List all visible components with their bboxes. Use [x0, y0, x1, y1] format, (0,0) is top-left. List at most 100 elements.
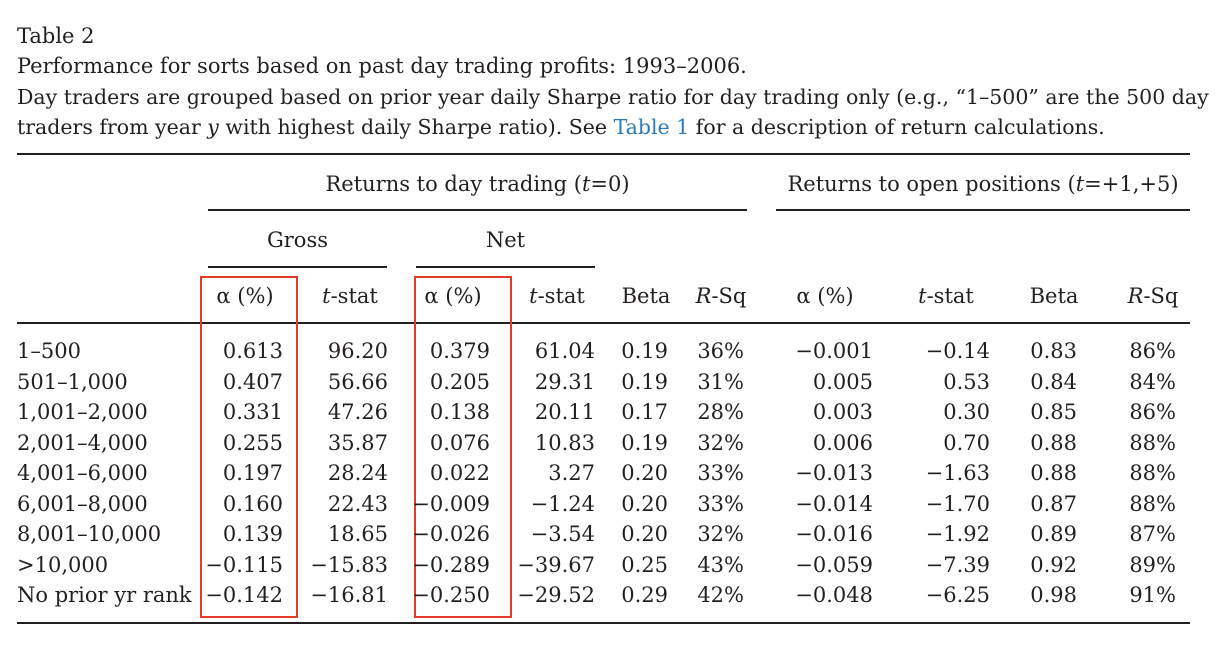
- table-cell: 0.88: [1030, 461, 1077, 485]
- table-cell: −0.059: [795, 552, 873, 577]
- table-cell: 33%: [697, 491, 744, 516]
- table-cell: 0.197: [222, 461, 283, 485]
- column-header: t-stat: [322, 284, 378, 308]
- desc-var: y: [207, 115, 219, 139]
- table-cell: −0.289: [412, 552, 490, 577]
- table-cell: 0.29: [621, 583, 668, 607]
- column-header: R-Sq: [1127, 284, 1179, 308]
- group-header-day-trading: Returns to day trading (t=0): [208, 171, 747, 197]
- top-rule: [17, 153, 1190, 155]
- column-header: α (%): [796, 284, 854, 308]
- table-cell: 0.20: [621, 461, 668, 485]
- table-cell: 29.31: [534, 369, 595, 394]
- table-cell: −1.24: [530, 491, 595, 516]
- table-cell: −7.39: [925, 552, 990, 577]
- table-cell: 0.89: [1030, 522, 1077, 546]
- row-label: >10,000: [17, 552, 109, 577]
- table-cell: 86%: [1129, 339, 1176, 363]
- table-cell: −16.81: [310, 583, 388, 607]
- row-label: 1,001–2,000: [17, 400, 148, 424]
- column-header: t-stat: [918, 284, 974, 308]
- table-cell: 32%: [697, 522, 744, 546]
- table-cell: 0.83: [1030, 339, 1077, 363]
- table-cell: 10.83: [534, 430, 595, 455]
- table-cell: 0.003: [812, 400, 873, 424]
- table-cell: 86%: [1129, 400, 1176, 424]
- table-cell: 0.98: [1030, 583, 1077, 607]
- table-cell: −1.92: [925, 522, 990, 546]
- table-cell: 0.006: [812, 430, 873, 455]
- table-cell: 0.205: [429, 369, 490, 394]
- table-cell: −1.63: [925, 461, 990, 485]
- table-cell: 0.160: [222, 491, 283, 516]
- table-cell: 20.11: [534, 400, 595, 424]
- column-header: R-Sq: [695, 284, 747, 308]
- table-cell: 0.022: [429, 461, 490, 485]
- table-cell: −0.14: [925, 339, 990, 363]
- table-cell: 47.26: [327, 400, 388, 424]
- table-cell: 0.88: [1030, 430, 1077, 455]
- table-cell: 31%: [697, 369, 744, 394]
- table-cell: −0.026: [412, 522, 490, 546]
- table-cell: 0.20: [621, 522, 668, 546]
- table-cell: 91%: [1129, 583, 1176, 607]
- subheader-net: Net: [485, 228, 526, 252]
- table-cell: 56.66: [327, 369, 388, 394]
- table-cell: 0.138: [429, 400, 490, 424]
- table-cell: 28%: [697, 400, 744, 424]
- row-label: 2,001–4,000: [17, 430, 148, 455]
- desc-text: traders from year: [17, 115, 208, 139]
- desc-text: for a description of return calculations…: [689, 115, 1105, 139]
- column-header: Beta: [621, 284, 671, 308]
- table-cell: 43%: [697, 552, 744, 577]
- table-cell: 87%: [1129, 522, 1176, 546]
- table-cell: 42%: [697, 583, 744, 607]
- table-cell: 0.076: [429, 430, 490, 455]
- table-description-line2: traders from year y with highest daily S…: [17, 114, 1105, 140]
- subheader-gross: Gross: [266, 228, 328, 252]
- table-cell: 0.70: [943, 430, 990, 455]
- table-cell: 88%: [1129, 461, 1176, 485]
- column-header: α (%): [424, 284, 482, 308]
- row-label: 4,001–6,000: [17, 461, 148, 485]
- table-cell: 0.30: [943, 400, 990, 424]
- table-cell: 84%: [1129, 369, 1176, 394]
- row-label: No prior yr rank: [17, 583, 192, 607]
- table-cell: 0.92: [1030, 552, 1077, 577]
- row-label: 501–1,000: [17, 369, 128, 394]
- group-header-text: Returns to open positions (t=+1,+5): [787, 172, 1179, 196]
- table-cell: −0.142: [205, 583, 283, 607]
- table-cell: 89%: [1129, 552, 1176, 577]
- table-cell: 0.005: [812, 369, 873, 394]
- gross-rule: [208, 266, 387, 268]
- table-cell: −0.013: [795, 461, 873, 485]
- highlight-box-gross-alpha: [200, 276, 298, 618]
- table-cell: 22.43: [327, 491, 388, 516]
- table-cell: 35.87: [327, 430, 388, 455]
- table-cell: 0.331: [222, 400, 283, 424]
- table-cell: 61.04: [534, 339, 595, 363]
- table-cell: 0.84: [1030, 369, 1077, 394]
- group-header-text: Returns to day trading (t=0): [325, 172, 630, 196]
- table-cell: 88%: [1129, 491, 1176, 516]
- table-cell: 88%: [1129, 430, 1176, 455]
- table-cell: −0.115: [205, 552, 283, 577]
- table-cell: 0.613: [222, 339, 283, 363]
- table-cell: −3.54: [530, 522, 595, 546]
- table-cell: 33%: [697, 461, 744, 485]
- row-label: 1–500: [17, 339, 81, 363]
- desc-text: with highest daily Sharpe ratio). See: [218, 115, 614, 139]
- table-cell: 0.87: [1030, 491, 1077, 516]
- table-cell: −0.014: [795, 491, 873, 516]
- table-cell: −39.67: [517, 552, 595, 577]
- table-title: Performance for sorts based on past day …: [17, 54, 747, 78]
- open-positions-rule: [776, 209, 1190, 211]
- table1-link[interactable]: Table 1: [613, 115, 690, 139]
- table-cell: 0.19: [621, 339, 668, 363]
- table-cell: −0.016: [795, 522, 873, 546]
- table-cell: 0.19: [621, 369, 668, 394]
- net-rule: [416, 266, 595, 268]
- table-description-line1: Day traders are grouped based on prior y…: [17, 85, 1209, 109]
- table-cell: 0.19: [621, 430, 668, 455]
- header-rule: [17, 322, 1190, 324]
